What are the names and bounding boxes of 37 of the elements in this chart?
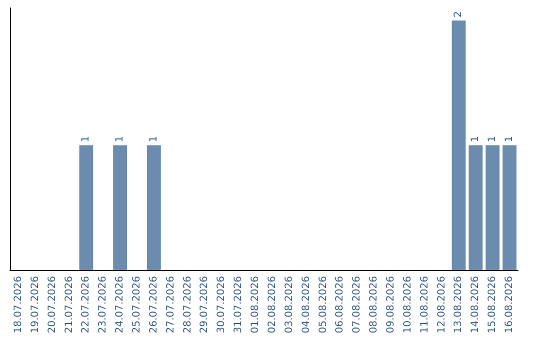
x-tick-label: 08.08.2026: [368, 276, 380, 334]
x-tick-label: 31.07.2026: [233, 276, 244, 334]
x-tick-label: 22.07.2026: [80, 276, 92, 334]
x-tick-label: 21.07.2026: [64, 276, 75, 334]
x-tick-label: 01.08.2026: [250, 276, 262, 334]
x-tick-label: 05.08.2026: [318, 276, 329, 334]
x-tick-label: 19.07.2026: [30, 276, 41, 334]
x-tick-label: 09.08.2026: [386, 276, 396, 334]
x-tick-label: 14.08.2026: [470, 276, 482, 334]
x-tick-label: 02.08.2026: [266, 276, 278, 334]
x-tick-label: 10.08.2026: [402, 276, 414, 334]
data-label: 1: [148, 136, 160, 142]
x-tick-label: 16.08.2026: [504, 276, 516, 334]
x-tick-label: 30.07.2026: [216, 276, 228, 334]
x-tick-label: 26.07.2026: [148, 276, 160, 334]
x-tick-label: 12.08.2026: [436, 276, 448, 334]
x-tick-label: 07.08.2026: [352, 276, 363, 334]
x-tick-label: 23.07.2026: [98, 276, 109, 334]
x-tick-label: 27.07.2026: [165, 276, 176, 334]
x-tick-label: 29.07.2026: [199, 276, 210, 334]
x-tick-label: 13.08.2026: [453, 276, 464, 334]
data-label: 1: [487, 136, 498, 142]
data-label: 2: [453, 11, 464, 18]
x-tick-label: 03.08.2026: [284, 276, 295, 334]
data-label: 1: [80, 136, 92, 142]
x-tick-label: 25.07.2026: [132, 276, 142, 334]
data-label: 1: [504, 136, 516, 142]
x-tick-label: 28.07.2026: [182, 276, 194, 334]
x-tick-label: 06.08.2026: [334, 276, 346, 334]
x-tick-label: 24.07.2026: [114, 276, 126, 334]
x-tick-label: 15.08.2026: [487, 276, 498, 334]
x-tick-label: 04.08.2026: [300, 276, 312, 334]
x-tick-label: 20.07.2026: [46, 276, 58, 334]
data-label: 1: [114, 136, 126, 142]
x-tick-label: 11.08.2026: [419, 276, 430, 334]
data-label: 1: [470, 136, 482, 142]
x-tick-label: 18.07.2026: [12, 276, 24, 334]
